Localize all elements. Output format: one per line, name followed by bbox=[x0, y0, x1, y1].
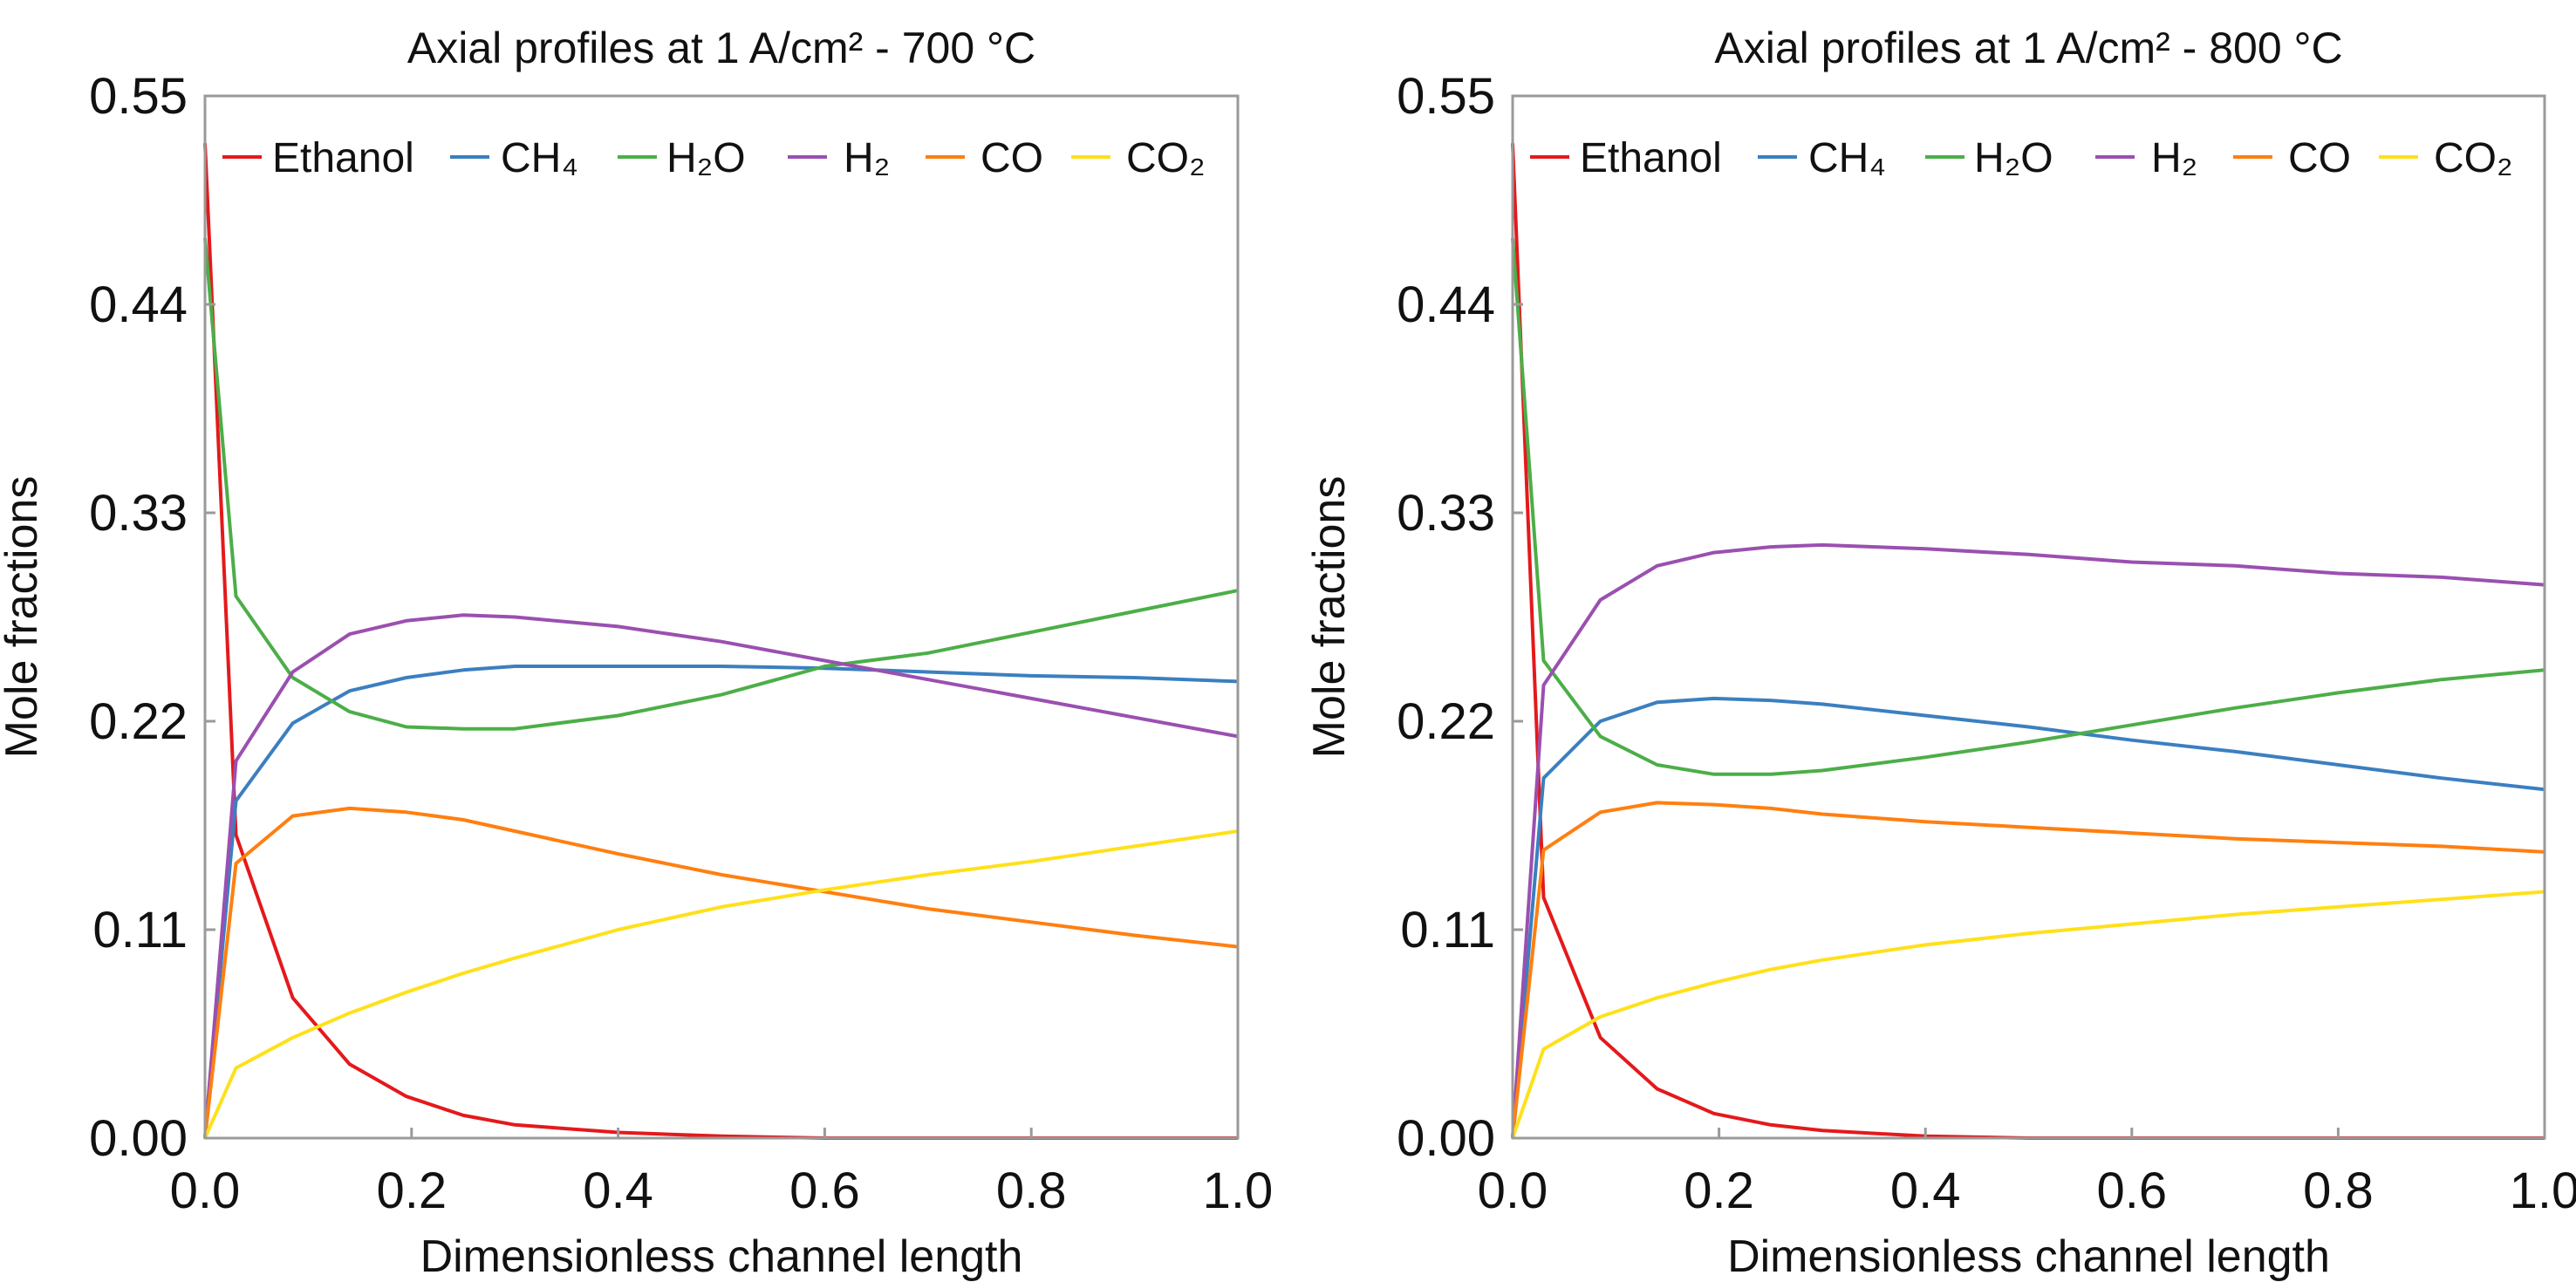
legend-label-CO₂: CO₂ bbox=[1126, 135, 1206, 181]
x-tick-label: 0.8 bbox=[996, 1163, 1067, 1219]
legend: Ethanol CH₄ H₂O H₂ CO CO₂ bbox=[1530, 135, 2513, 181]
series-line-CH₄ bbox=[1511, 696, 2545, 1139]
plot-frame bbox=[1511, 94, 2546, 1140]
series-line-CH₄ bbox=[203, 665, 1239, 1139]
series-line-H₂O bbox=[203, 237, 1239, 731]
y-tick-label: 0.33 bbox=[1397, 485, 1495, 542]
legend-label-H₂O: H₂O bbox=[666, 135, 746, 181]
y-tick-label: 0.55 bbox=[89, 68, 188, 125]
x-tick-label: 0.4 bbox=[583, 1163, 653, 1219]
legend-label-CH₄: CH₄ bbox=[501, 135, 578, 181]
x-tick-label: 0.6 bbox=[789, 1163, 860, 1219]
legend: Ethanol CH₄ H₂O H₂ CO CO₂ bbox=[222, 135, 1206, 181]
x-tick-label: 1.0 bbox=[1203, 1163, 1274, 1219]
x-tick-label: 0.8 bbox=[2303, 1163, 2374, 1219]
y-tick-label: 0.44 bbox=[1397, 276, 1495, 333]
x-tick-label: 0.4 bbox=[1890, 1163, 1961, 1219]
legend-label-Ethanol: Ethanol bbox=[272, 135, 414, 181]
x-tick-label: 0.0 bbox=[1478, 1163, 1548, 1219]
series-line-CO₂ bbox=[203, 829, 1239, 1139]
y-tick-label: 0.55 bbox=[1397, 68, 1495, 125]
series-line-H₂O bbox=[1511, 237, 2545, 776]
legend-label-H₂: H₂ bbox=[2151, 135, 2197, 181]
chart-title: Axial profiles at 1 A/cm² - 700 °C bbox=[407, 24, 1035, 72]
chart-panel-1: Axial profiles at 1 A/cm² - 700 °C0.000.… bbox=[0, 24, 1273, 1282]
legend-label-H₂: H₂ bbox=[844, 135, 890, 181]
series-line-CO bbox=[1511, 801, 2545, 1139]
x-tick-label: 0.6 bbox=[2096, 1163, 2167, 1219]
series-line-CO bbox=[203, 806, 1239, 1139]
chart-panel-2: Axial profiles at 1 A/cm² - 800 °C0.000.… bbox=[1304, 24, 2576, 1282]
y-axis-label: Mole fractions bbox=[1304, 476, 1355, 759]
series-line-CO₂ bbox=[1511, 890, 2545, 1139]
legend-label-H₂O: H₂O bbox=[1974, 135, 2053, 181]
legend-label-CO₂: CO₂ bbox=[2434, 135, 2513, 181]
y-axis-label: Mole fractions bbox=[0, 476, 47, 759]
series-line-H₂ bbox=[1511, 542, 2545, 1139]
y-tick-label: 0.33 bbox=[89, 485, 188, 542]
x-tick-label: 1.0 bbox=[2510, 1163, 2576, 1219]
y-tick-label: 0.00 bbox=[1397, 1110, 1495, 1167]
y-tick-label: 0.11 bbox=[1400, 902, 1495, 958]
series-line-Ethanol bbox=[1511, 143, 2545, 1140]
x-tick-label: 0.0 bbox=[170, 1163, 241, 1219]
legend-label-CO: CO bbox=[2288, 135, 2351, 181]
x-axis-label: Dimensionless channel length bbox=[420, 1231, 1023, 1282]
chart-title: Axial profiles at 1 A/cm² - 800 °C bbox=[1714, 24, 2342, 72]
y-tick-label: 0.22 bbox=[1397, 693, 1495, 750]
plot-frame bbox=[203, 94, 1240, 1140]
legend-label-Ethanol: Ethanol bbox=[1580, 135, 1722, 181]
legend-label-CH₄: CH₄ bbox=[1808, 135, 1886, 181]
y-tick-label: 0.22 bbox=[89, 693, 188, 750]
series-line-H₂ bbox=[203, 613, 1239, 1139]
x-tick-label: 0.2 bbox=[376, 1163, 447, 1219]
x-axis-label: Dimensionless channel length bbox=[1727, 1231, 2330, 1282]
legend-label-CO: CO bbox=[981, 135, 1043, 181]
x-tick-label: 0.2 bbox=[1684, 1163, 1754, 1219]
y-tick-label: 0.00 bbox=[89, 1110, 188, 1167]
y-tick-label: 0.44 bbox=[89, 276, 188, 333]
y-tick-label: 0.11 bbox=[92, 902, 188, 958]
